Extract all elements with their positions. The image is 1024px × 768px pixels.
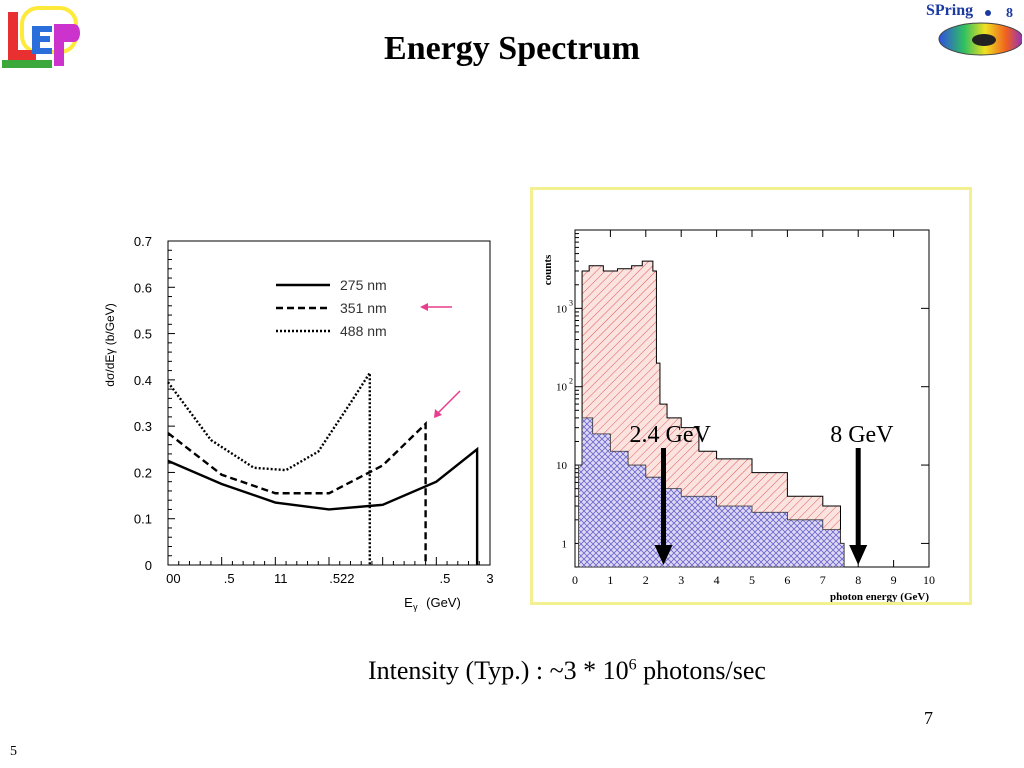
y-tick-label-exponent: 3	[569, 298, 573, 307]
intensity-text: Intensity (Typ.) : ~3 * 106 photons/sec	[368, 656, 766, 686]
x-tick-label: 9	[891, 573, 897, 587]
y-tick-label-exponent: 2	[569, 377, 573, 386]
energy-annotation-label: 2.4 GeV	[630, 422, 712, 448]
x-axis-label: E	[404, 595, 413, 610]
x-tick-label: 2	[643, 573, 649, 587]
pink-arrow-endpoint-head	[434, 409, 442, 418]
intensity-exponent: 6	[628, 656, 637, 674]
intensity-prefix: Intensity (Typ.) : ~3 * 10	[368, 656, 629, 685]
slide-number: 7	[924, 708, 933, 728]
x-tick-label: 6	[784, 573, 790, 587]
series-line	[167, 420, 427, 565]
x-axis-label-subscript: γ	[413, 602, 418, 612]
series-line	[167, 368, 371, 565]
x-tick-label: 11	[274, 571, 288, 586]
y-tick-label: 0	[145, 558, 152, 573]
intensity-suffix: photons/sec	[636, 656, 766, 685]
y-tick-label: 0.6	[134, 280, 152, 295]
x-axis-unit: (GeV)	[426, 595, 461, 610]
x-tick-label: .522	[329, 571, 354, 586]
x-tick-label: 8	[855, 573, 861, 587]
y-tick-label: 0.1	[134, 512, 152, 527]
x-tick-label: 00	[166, 571, 180, 586]
y-tick-label: 10	[556, 382, 568, 394]
energy-annotation-label: 8 GeV	[830, 422, 894, 448]
x-tick-label: 0	[572, 573, 578, 587]
leps-logo-icon	[2, 6, 80, 68]
spring8-ring-icon	[938, 10, 1022, 56]
energy-annotation-arrowhead	[654, 545, 673, 565]
x-tick-label: 7	[820, 573, 826, 587]
energy-annotation-arrowhead	[849, 545, 868, 565]
x-tick-label: 3	[486, 571, 493, 586]
x-tick-label: .5	[224, 571, 235, 586]
x-axis-label: photon energy (GeV)	[830, 591, 929, 602]
y-tick-label: 0.4	[134, 373, 152, 388]
y-tick-label: 10	[556, 460, 568, 472]
y-tick-label: 10	[556, 303, 568, 315]
slide-title: Energy Spectrum	[384, 30, 640, 67]
x-tick-label: 4	[714, 573, 720, 587]
legend-label: 275 nm	[340, 277, 387, 293]
y-tick-label: 0.7	[134, 234, 152, 249]
energy-histogram-chart: 0 1 2 3 4 5 6 7 8 9 10 photon energy (GeV) counts 1 10…	[542, 229, 935, 603]
legend-label: 351 nm	[340, 300, 387, 316]
x-tick-label: .5	[439, 571, 450, 586]
y-axis-label: counts	[542, 254, 554, 285]
y-tick-label: 0.5	[134, 327, 152, 342]
page-number: 5	[10, 744, 17, 759]
x-tick-label: 1	[607, 573, 613, 587]
energy-histogram-panel: 0 1 2 3 4 5 6 7 8 9 10 photon energy (GeV) counts 1 10…	[530, 187, 972, 605]
y-tick-label: 1	[562, 538, 568, 550]
plot-frame	[167, 240, 491, 566]
spring8-logo-number: 8	[1006, 6, 1013, 21]
y-axis-label: dσ/dEγ (b/GeV)	[103, 303, 117, 386]
x-tick-label: 5	[749, 573, 755, 587]
spring8-logo: SPring 8	[922, 2, 1022, 62]
pink-arrow-legend-head	[420, 303, 428, 311]
x-tick-label: 3	[678, 573, 684, 587]
legend-label: 488 nm	[340, 323, 387, 339]
y-tick-label: 0.2	[134, 465, 152, 480]
pink-arrow-endpoint	[437, 390, 461, 414]
spring8-logo-text: SPring	[926, 2, 974, 19]
y-tick-label: 0.3	[134, 419, 152, 434]
x-tick-label: 10	[923, 573, 935, 587]
blue-histogram	[578, 417, 845, 568]
cross-section-chart: 0 0.1 0.2 0.3 0.4 0.5 0.6 0.7 00 .5 11 .522 .5 3 E γ (Ge…	[103, 234, 494, 612]
series-line	[167, 446, 479, 565]
